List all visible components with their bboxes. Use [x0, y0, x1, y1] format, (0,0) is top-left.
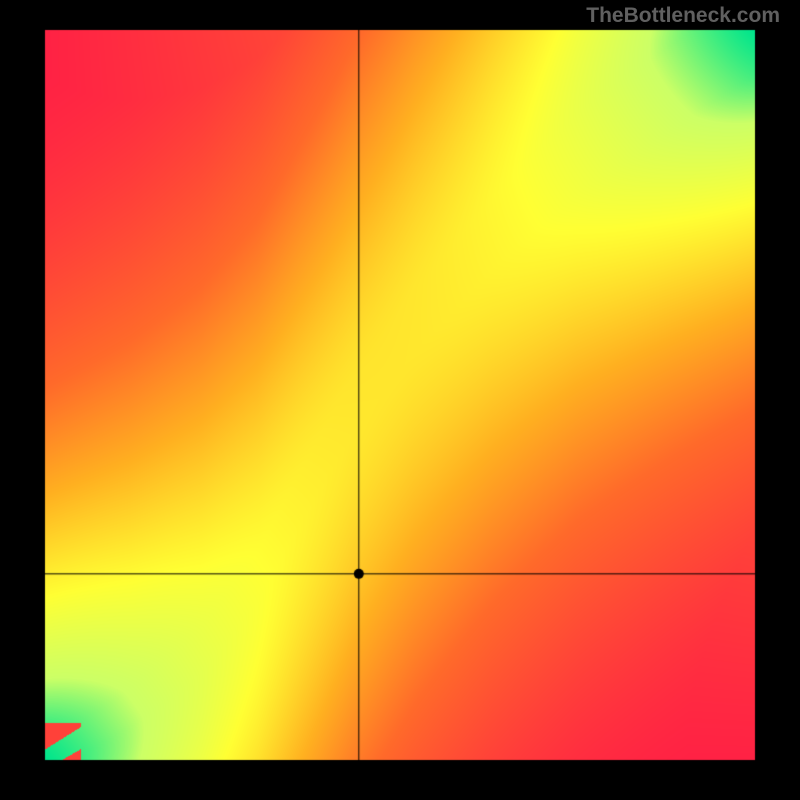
chart-container: TheBottleneck.com [0, 0, 800, 800]
heatmap-canvas [0, 0, 800, 800]
watermark-text: TheBottleneck.com [586, 4, 780, 28]
